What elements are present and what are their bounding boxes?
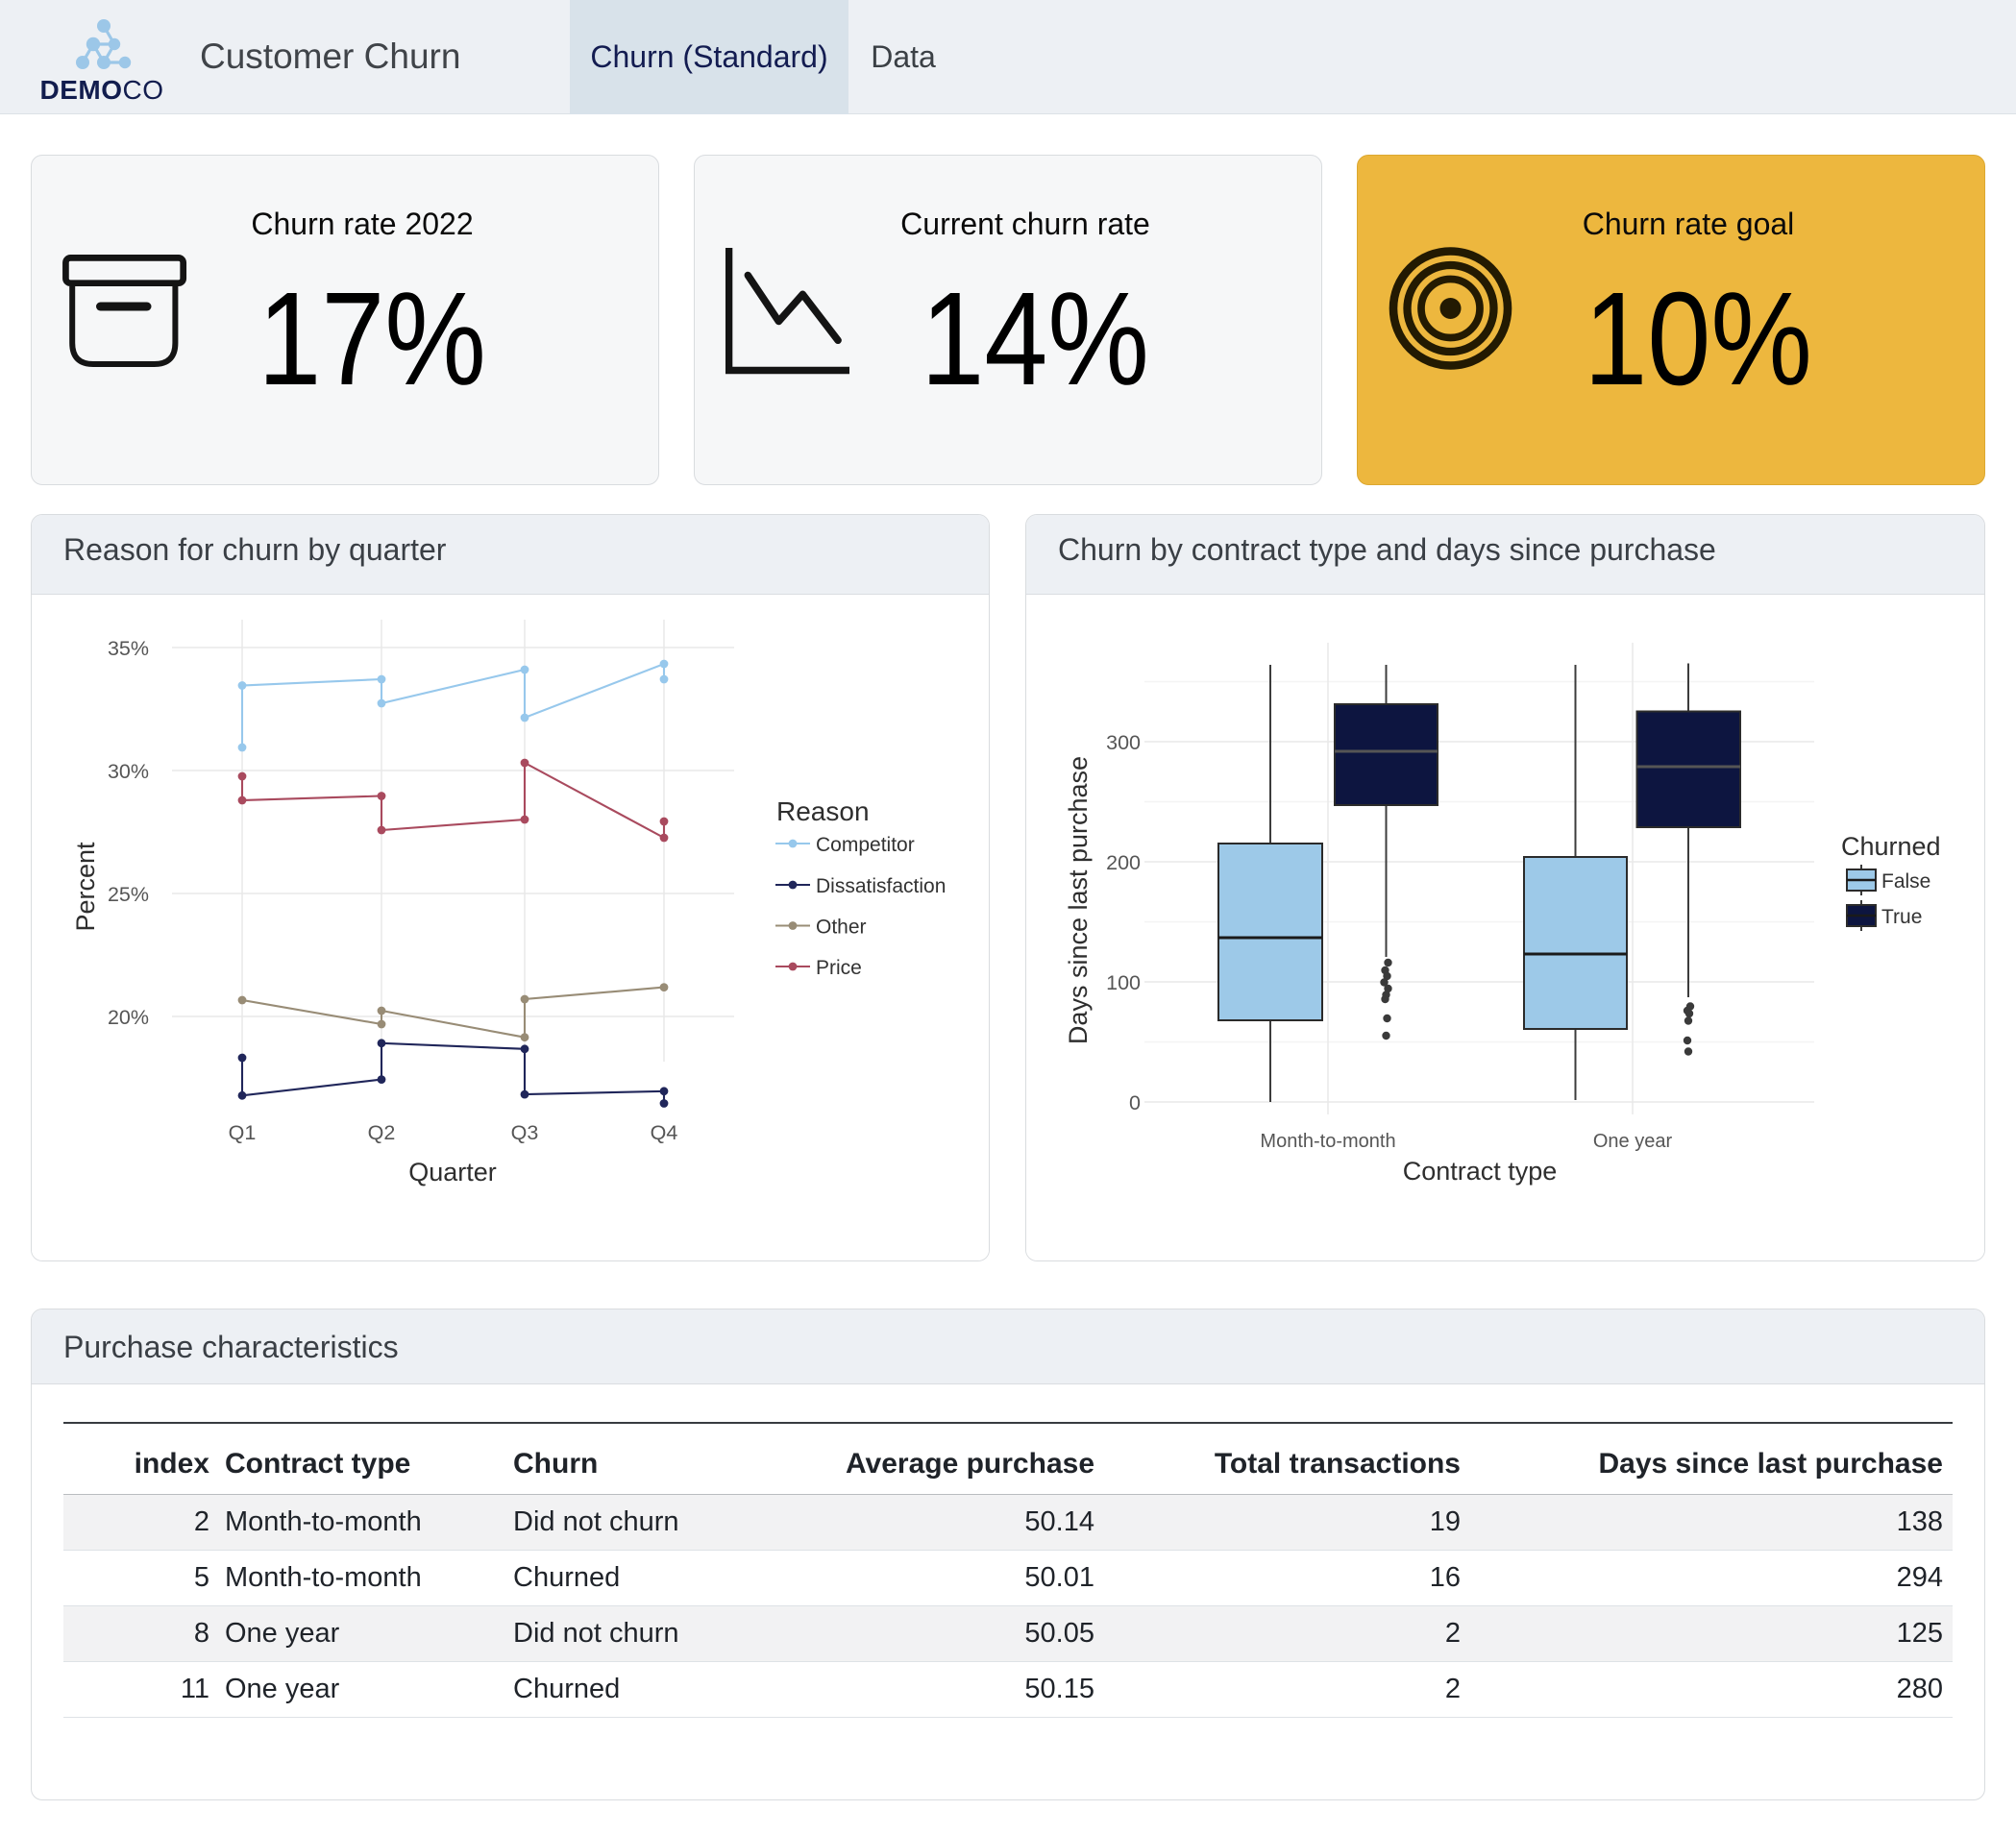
svg-text:One year: One year	[1593, 1131, 1673, 1152]
svg-text:20%: 20%	[108, 1006, 149, 1029]
svg-text:Dissatisfaction: Dissatisfaction	[816, 875, 946, 897]
svg-text:Price: Price	[816, 957, 862, 979]
svg-text:True: True	[1881, 906, 1922, 928]
svg-text:30%: 30%	[108, 760, 149, 783]
svg-text:0: 0	[1129, 1091, 1141, 1114]
svg-text:Contract type: Contract type	[1403, 1157, 1558, 1186]
svg-text:False: False	[1881, 870, 1930, 893]
svg-text:Competitor: Competitor	[816, 834, 915, 856]
svg-text:Churned: Churned	[1841, 832, 1941, 861]
svg-text:Q1: Q1	[229, 1121, 257, 1144]
svg-text:35%: 35%	[108, 637, 149, 660]
svg-text:Month-to-month: Month-to-month	[1260, 1131, 1395, 1152]
svg-text:Reason: Reason	[776, 796, 870, 826]
svg-text:Q3: Q3	[511, 1121, 539, 1144]
svg-text:25%: 25%	[108, 883, 149, 906]
svg-text:200: 200	[1106, 851, 1141, 874]
svg-text:Quarter: Quarter	[408, 1158, 497, 1187]
svg-text:Q4: Q4	[651, 1121, 678, 1144]
svg-text:Days since last purchase: Days since last purchase	[1064, 756, 1093, 1044]
svg-text:Q2: Q2	[368, 1121, 396, 1144]
svg-text:Other: Other	[816, 917, 867, 939]
svg-text:Percent: Percent	[71, 842, 100, 932]
svg-text:100: 100	[1106, 971, 1141, 994]
svg-text:300: 300	[1106, 731, 1141, 754]
